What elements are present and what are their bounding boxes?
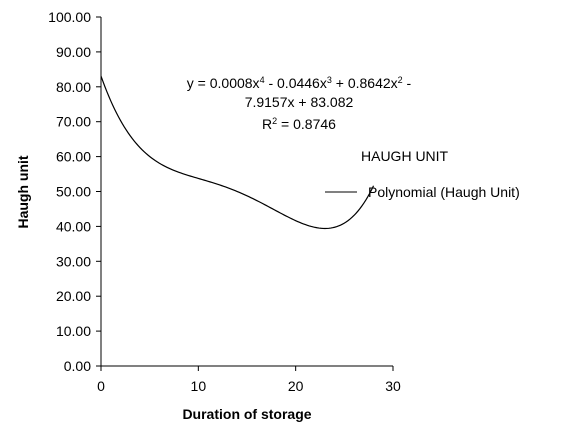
y-tick-label: 60.00 [56, 149, 91, 165]
y-axis-ticks: 0.00 10.00 20.00 30.00 40.00 50.00 60.00 70.00 8… [48, 9, 101, 374]
legend-header: HAUGH UNIT [361, 148, 449, 164]
polynomial-trendline [100, 75, 375, 230]
y-axis-title: Haugh unit [15, 155, 31, 228]
trendline-equation-line2: 7.9157x + 83.082 [245, 94, 354, 110]
y-tick-label: 10.00 [56, 323, 91, 339]
y-tick-label: 100.00 [48, 9, 91, 25]
trendline-r-squared: R2 = 0.8746 [262, 116, 336, 132]
legend: HAUGH UNIT Polynomial (Haugh Unit) [325, 148, 520, 200]
x-tick-label: 0 [97, 378, 105, 394]
y-tick-label: 50.00 [56, 184, 91, 200]
y-tick-label: 0.00 [64, 358, 91, 374]
trendline-equation-line1: y = 0.0008x4 - 0.0446x3 + 0.8642x2 - [187, 75, 412, 91]
x-axis-title: Duration of storage [182, 406, 311, 422]
x-tick-label: 30 [385, 378, 401, 394]
y-tick-label: 30.00 [56, 253, 91, 269]
y-tick-label: 90.00 [56, 44, 91, 60]
x-axis-ticks: 0 10 20 30 [97, 366, 401, 394]
y-tick-label: 80.00 [56, 79, 91, 95]
x-tick-label: 20 [288, 378, 304, 394]
x-tick-label: 10 [191, 378, 207, 394]
y-tick-label: 20.00 [56, 288, 91, 304]
y-tick-label: 70.00 [56, 114, 91, 130]
legend-entry: Polynomial (Haugh Unit) [368, 184, 520, 200]
y-tick-label: 40.00 [56, 218, 91, 234]
